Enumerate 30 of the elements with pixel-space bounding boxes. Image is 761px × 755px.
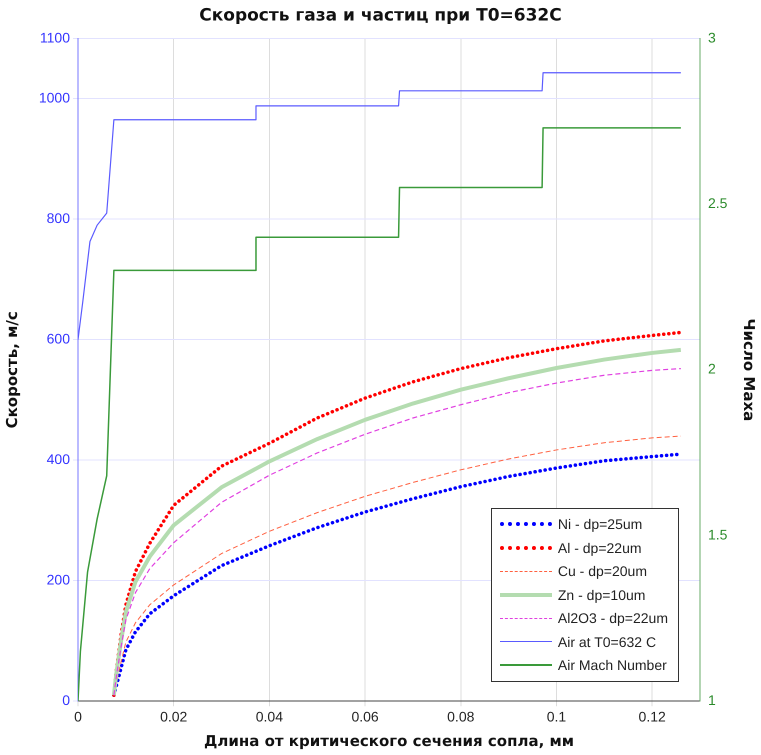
y-axis-title: Скорость, м/с xyxy=(2,311,21,428)
y-tick-label: 0 xyxy=(62,692,70,708)
y2-tick-label: 2.5 xyxy=(708,194,728,211)
legend-label: Zn - dp=10um xyxy=(558,586,646,603)
y-tick-label: 1100 xyxy=(40,29,70,46)
y2-tick-label: 2 xyxy=(708,360,716,377)
x-tick-label: 0.04 xyxy=(256,708,284,724)
x-tick-label: 0 xyxy=(74,708,82,724)
y2-tick-label: 1.5 xyxy=(708,526,728,542)
y-tick-label: 1000 xyxy=(38,90,70,106)
legend-label: Al - dp=22um xyxy=(558,540,642,556)
y2-tick-label: 1 xyxy=(708,692,716,708)
x-tick-label: 0.12 xyxy=(638,708,666,724)
y-tick-label: 200 xyxy=(46,572,70,588)
y-tick-label: 400 xyxy=(46,451,70,468)
y2-axis-title: Число Маха xyxy=(740,318,758,422)
legend-label: Air Mach Number xyxy=(558,657,667,674)
legend-label: Al2O3 - dp=22um xyxy=(558,610,668,626)
y2-tick-label: 3 xyxy=(708,29,716,46)
chart-title: Скорость газа и частиц при T0=632C xyxy=(199,6,562,26)
x-tick-label: 0.02 xyxy=(160,708,188,724)
x-tick-label: 0.08 xyxy=(447,708,475,724)
x-axis-title: Длина от критического сечения сопла, мм xyxy=(204,732,574,750)
y-tick-label: 800 xyxy=(46,210,70,226)
legend-label: Cu - dp=20um xyxy=(558,563,647,580)
y-tick-label: 600 xyxy=(46,330,70,347)
x-tick-label: 0.06 xyxy=(351,708,379,724)
x-tick-label: 0.1 xyxy=(546,708,566,724)
legend-label: Air at T0=632 C xyxy=(558,634,656,650)
legend-label: Ni - dp=25um xyxy=(558,516,642,532)
